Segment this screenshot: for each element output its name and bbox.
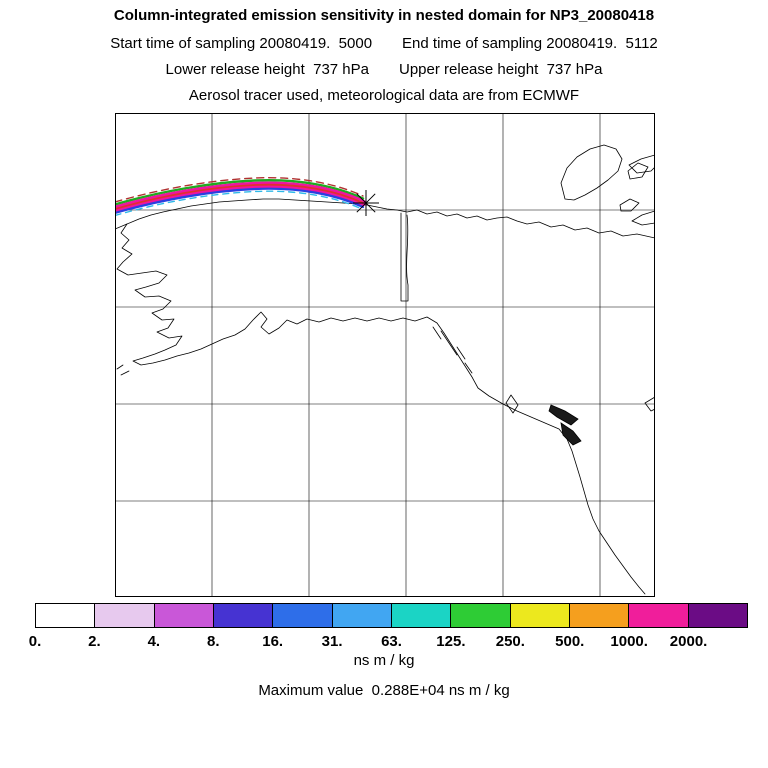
lower-release-label: Lower release height 737 hPa — [165, 61, 369, 78]
colorbar-segment — [212, 604, 273, 627]
start-time-label: Start time of sampling 20080419. 5000 — [110, 35, 373, 52]
tick-label: 125. — [436, 633, 466, 650]
coastal-islands — [548, 404, 582, 446]
colorbar-segment — [509, 604, 569, 627]
release-height-row: Lower release height 737 hPa Upper relea… — [0, 61, 768, 78]
coastlines — [115, 144, 655, 595]
map-frame — [115, 113, 655, 597]
units-label: ns m / kg — [353, 652, 415, 669]
colorbar-segment — [331, 604, 391, 627]
colorbar-ticks: 0. 2. 4. 8. 16. 31. 63. 125. 250. 500. 1000. 2000. — [29, 633, 748, 651]
tick-label: 16. — [262, 633, 284, 650]
colorbar-segment — [94, 604, 154, 627]
tick-label: 250. — [495, 633, 525, 650]
max-value-label: Maximum value 0.288E+04 ns m / kg — [258, 682, 510, 699]
colorbar-segment — [272, 604, 332, 627]
colorbar-segment — [36, 604, 95, 627]
colorbar-segment — [450, 604, 510, 627]
tick-label: 4. — [147, 633, 161, 650]
tick-label: 8. — [206, 633, 220, 650]
colorbar-segment — [390, 604, 451, 627]
tick-label: 1000. — [610, 633, 648, 650]
sampling-time-row: Start time of sampling 20080419. 5000 En… — [0, 35, 768, 52]
grid-lines — [115, 113, 655, 597]
page-title: Column-integrated emission sensitivity i… — [113, 7, 655, 24]
colorbar-segment — [628, 604, 688, 627]
plume — [115, 176, 367, 217]
release-marker-icon — [353, 190, 379, 216]
tracer-label: Aerosol tracer used, meteorological data… — [188, 87, 580, 104]
tick-label: 2000. — [669, 633, 708, 650]
tick-label: 31. — [321, 633, 343, 650]
colorbar — [35, 603, 748, 628]
map-panel — [115, 113, 655, 597]
tick-label: 63. — [381, 633, 402, 650]
tick-label: 2. — [88, 633, 101, 650]
tick-label: 0. — [28, 633, 42, 650]
colorbar-segment — [153, 604, 213, 627]
colorbar-segment — [568, 604, 629, 627]
colorbar-segment — [687, 604, 747, 627]
end-time-label: End time of sampling 20080419. 5112 — [402, 35, 658, 52]
tick-label: 500. — [555, 633, 585, 650]
map-canvas — [115, 113, 655, 597]
upper-release-label: Upper release height 737 hPa — [399, 61, 603, 78]
